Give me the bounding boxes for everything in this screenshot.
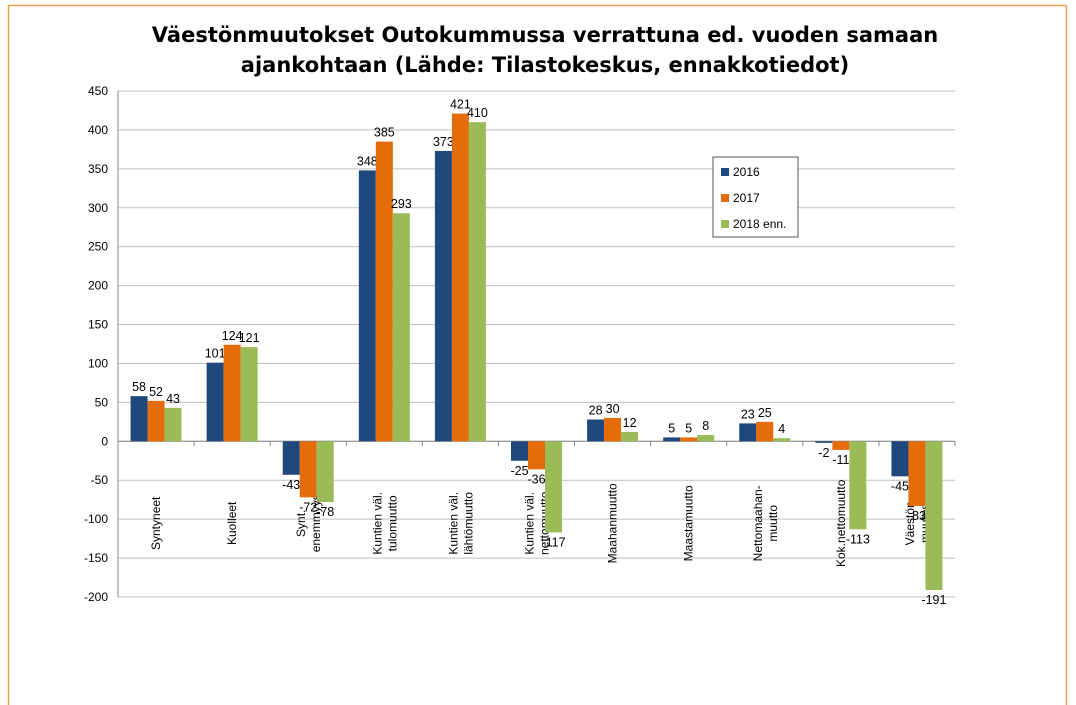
y-tick-label: 450 (88, 84, 108, 98)
x-tick-label: Nettomaahan-muutto (751, 485, 780, 561)
data-label: 373 (433, 135, 454, 149)
bar (815, 441, 833, 443)
data-label: -72 (299, 500, 317, 514)
y-tick-label: 0 (101, 434, 108, 448)
data-label: -117 (541, 535, 565, 549)
data-label: 52 (149, 385, 163, 399)
bar (282, 441, 300, 475)
y-tick-label: 350 (88, 162, 108, 176)
data-label: -11 (832, 453, 849, 467)
data-label: 5 (685, 421, 692, 435)
y-tick-label: 250 (88, 240, 108, 254)
data-label: 101 (205, 347, 226, 361)
bar (545, 441, 562, 533)
bar (240, 347, 258, 442)
bar (299, 441, 317, 498)
legend-swatch (721, 168, 729, 176)
data-label: 43 (166, 392, 180, 406)
data-label: -43 (282, 478, 300, 492)
data-label: -191 (921, 593, 946, 607)
data-label: -25 (510, 464, 528, 478)
legend-label: 2016 (733, 165, 760, 179)
bar (147, 400, 165, 442)
chart-title: Väestönmuutokset Outokummussa verrattuna… (152, 23, 938, 77)
y-tick-label: -100 (84, 512, 108, 526)
bar (680, 437, 698, 442)
x-tick-label: Syntyneet (149, 496, 163, 550)
bar (358, 170, 376, 442)
bar (223, 344, 241, 442)
legend-swatch (721, 220, 729, 228)
y-tick-label: 100 (88, 356, 108, 370)
x-tick-label: Kuntien väl.tulomuutto (370, 492, 399, 555)
data-label: 28 (589, 404, 603, 418)
bar (164, 407, 182, 442)
bar (832, 441, 850, 450)
y-tick-label: -150 (84, 551, 108, 565)
data-label: 410 (467, 106, 488, 120)
bar (697, 435, 715, 442)
data-label: -83 (908, 509, 926, 523)
bar (528, 441, 545, 470)
bar (663, 437, 681, 442)
bar (375, 141, 393, 442)
data-label: -2 (818, 446, 829, 460)
bar (468, 122, 486, 442)
bar (434, 150, 452, 442)
bar (392, 213, 410, 442)
y-tick-label: 200 (88, 279, 108, 293)
data-label: 30 (606, 402, 620, 416)
bar (773, 438, 791, 442)
y-tick-label: 150 (88, 318, 108, 332)
bar (756, 421, 774, 442)
data-label: 348 (357, 154, 378, 168)
frame (7, 4, 1068, 705)
data-label: 23 (741, 407, 755, 421)
data-label: 4 (778, 422, 785, 436)
x-tick-label: Maahanmuutto (606, 483, 620, 563)
legend-swatch (721, 194, 729, 202)
bar (849, 441, 867, 530)
x-tick-label: Kuntien väl.lähtömuutto (446, 492, 475, 555)
data-label: 385 (374, 126, 395, 140)
bar (206, 362, 224, 442)
data-label: 421 (450, 98, 471, 112)
bar (621, 431, 639, 442)
bar (925, 441, 943, 590)
data-label: 12 (623, 416, 637, 430)
x-tick-label: Kuolleet (225, 501, 239, 545)
data-label: 5 (668, 421, 675, 435)
y-tick-label: -50 (91, 473, 109, 487)
x-tick-label: Kok.nettomuutto (834, 479, 848, 567)
bar (451, 113, 469, 442)
data-label: 121 (239, 331, 260, 345)
data-label: -45 (891, 479, 909, 493)
bar (604, 417, 622, 442)
data-label: 293 (391, 197, 412, 211)
y-tick-label: 50 (95, 395, 109, 409)
data-label: -36 (527, 472, 545, 486)
data-label: -113 (846, 532, 870, 546)
data-label: -78 (316, 505, 334, 519)
legend-label: 2017 (733, 191, 760, 205)
data-label: 124 (222, 329, 243, 343)
data-label: 8 (702, 419, 709, 433)
bar (130, 396, 148, 442)
x-tick-label: Maastamuutto (682, 485, 696, 561)
bar (908, 441, 926, 506)
data-label: 58 (132, 380, 146, 394)
bar (316, 441, 334, 503)
bar (587, 419, 605, 442)
legend-label: 2018 enn. (733, 217, 786, 231)
bar (739, 423, 757, 442)
data-label: 25 (758, 406, 772, 420)
x-tick-label: Synt.enemmyys (294, 494, 323, 552)
bar (511, 441, 528, 461)
y-tick-label: 300 (88, 201, 108, 215)
bar (891, 441, 909, 477)
y-tick-label: -200 (84, 590, 108, 604)
y-tick-label: 400 (88, 123, 108, 137)
